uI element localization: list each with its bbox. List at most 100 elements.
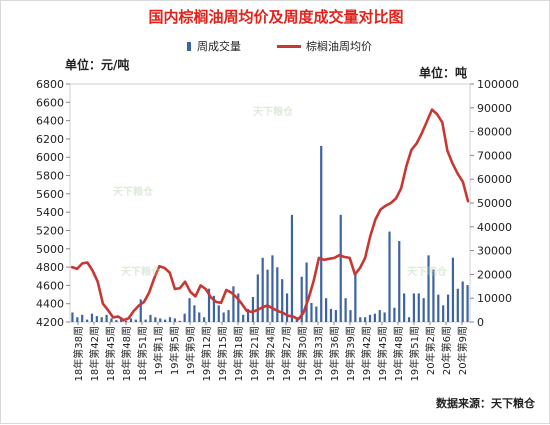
volume-bar [129,318,133,322]
volume-bar [125,320,128,322]
x-tick-label: 19年第1周 [152,326,165,375]
volume-bar [198,312,201,322]
x-tick-label: 19年第24周 [264,326,277,381]
volume-bar [100,317,103,322]
x-tick-label: 19年第30周 [296,326,309,381]
x-tick-label: 19年第21周 [248,326,261,381]
left-tick-label: 6000 [36,151,64,164]
volume-bar [364,317,367,322]
x-tick-label: 20年第9周 [456,326,469,375]
x-tick-label: 19年第36周 [328,326,341,381]
volume-bar [393,307,396,322]
volume-bar [412,293,415,322]
watermark-logo: 天下粮仓 [407,267,447,278]
right-tick-label: 0 [477,316,484,329]
watermark-logo: 天下粮仓 [113,187,153,198]
x-tick-label: 18年第45周 [104,326,117,381]
volume-bar [183,313,186,322]
volume-bar [242,314,245,322]
legend-price-swatch [277,44,301,48]
x-tick-label: 19年第12周 [200,326,213,381]
volume-bar [271,255,274,322]
volume-bar [237,293,240,322]
volume-bar [154,317,157,322]
right-tick-label: 10000 [477,292,512,305]
left-tick-label: 4800 [36,261,64,274]
volume-bar [164,319,167,322]
volume-bar [334,310,337,322]
volume-bar [139,299,142,322]
legend-volume-label: 周成交量 [197,40,241,53]
volume-bar [188,298,191,322]
volume-bar [261,257,264,322]
right-tick-label: 40000 [477,221,512,234]
volume-bar [290,214,294,322]
volume-bar [339,214,342,322]
volume-bar [222,312,225,322]
volume-bar [85,319,89,322]
watermark-logo: 天下粮仓 [253,107,293,118]
volume-bar [168,317,172,322]
x-tick-label: 19年第9周 [184,326,197,375]
right-tick-label: 70000 [477,149,512,162]
volume-bar [378,310,381,322]
volume-bar [212,295,215,322]
left-tick-label: 6200 [36,133,64,146]
right-axis-unit: 单位：吨 [419,66,468,80]
left-tick-label: 5200 [36,224,64,237]
right-tick-label: 100000 [477,78,519,91]
left-axis-unit: 单位：元/吨 [65,58,130,72]
volume-bar [442,305,445,322]
volume-bar [383,312,386,322]
x-tick-label: 18年第38周 [72,326,85,381]
volume-bar [417,293,420,322]
right-tick-label: 30000 [477,245,512,258]
data-source-note: 数据来源：天下粮仓 [436,397,535,410]
left-tick-label: 5800 [36,170,64,183]
x-tick-label: 18年第48周 [120,326,133,381]
left-tick-label: 6400 [36,115,64,128]
volume-bar [90,313,94,322]
volume-bar [427,255,430,322]
x-tick-label: 18年第42周 [88,326,101,381]
volume-bar [203,317,206,322]
x-tick-label: 19年第33周 [312,326,325,381]
volume-bar [437,294,440,322]
volume-bar [115,320,118,322]
plot-border [69,83,471,323]
volume-bar [344,298,347,322]
x-tick-label: 19年第27周 [280,326,293,381]
volume-bar [407,317,411,322]
volume-bar [359,317,362,322]
legend-volume: 周成交量 [187,39,241,53]
legend-volume-swatch [187,41,191,51]
legend-price: 棕榈油周均价 [277,39,372,53]
volume-bar [193,305,196,322]
volume-bar [256,274,259,322]
right-tick-label: 20000 [477,268,512,281]
x-tick-label: 19年第39周 [344,326,357,381]
legend-price-label: 棕榈油周均价 [306,40,372,53]
left-tick-label: 4600 [36,279,64,292]
volume-bar [456,288,459,322]
volume-bar [276,267,279,322]
volume-bar [315,306,318,322]
x-tick-label: 19年第45周 [376,326,389,381]
volume-bar [266,269,269,322]
volume-bar [144,319,147,322]
volume-bar [300,276,303,322]
volume-bar [110,318,113,322]
volume-bar [461,281,464,322]
volume-bar [81,314,84,322]
volume-bar [403,293,406,322]
volume-bar [354,274,357,322]
volume-bar [373,313,376,322]
x-tick-label: 20年第2周 [424,326,437,375]
x-tick-label: 19年第51周 [408,326,421,381]
left-tick-label: 5400 [36,206,64,219]
chart-title: 国内棕榈油周均价及周度成交量对比图 [148,8,404,26]
volume-bar [310,302,313,322]
x-tick-label: 18年第51周 [136,326,149,381]
